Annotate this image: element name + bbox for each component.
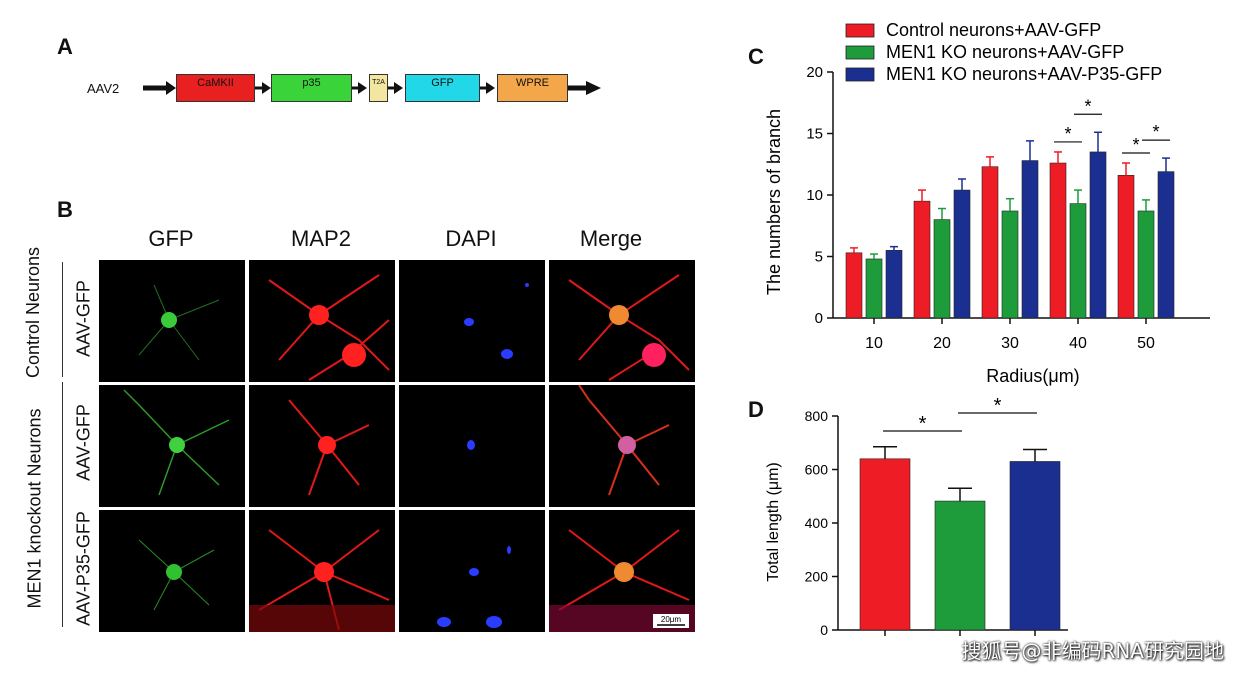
- bar: [1009, 461, 1061, 631]
- cassette-label: GFP: [431, 77, 454, 89]
- y-tick-label: 600: [805, 462, 829, 478]
- bar: [1117, 175, 1135, 319]
- row-group-divider: [62, 382, 63, 627]
- x-tick-label: 30: [1001, 335, 1019, 352]
- bar: [953, 189, 971, 319]
- bar: [1089, 151, 1107, 319]
- chart-c-xlabel: Radius(μm): [986, 366, 1079, 386]
- cassette-t2a: T2A: [369, 74, 388, 102]
- chart-d-axes: 0 200 400 600 800: [805, 408, 1068, 638]
- row-group-divider: [62, 262, 63, 377]
- x-tick-label: 20: [933, 335, 951, 352]
- row-label-ko-aav-gfp: AAV-GFP: [73, 404, 94, 481]
- bar: [913, 200, 931, 319]
- construct-arrows: [143, 81, 601, 95]
- row-group-men1-ko: MEN1 knockout Neurons: [25, 394, 46, 624]
- cassette-label: T2A: [372, 79, 385, 86]
- x-tick-label: 50: [1137, 335, 1155, 352]
- column-header-merge: Merge: [579, 226, 643, 251]
- y-tick-label: 0: [820, 622, 828, 638]
- bar: [1049, 162, 1067, 319]
- significance-marker: *: [1152, 122, 1159, 142]
- x-tick-label: 40: [1069, 335, 1087, 352]
- panel-letter-d: D: [748, 397, 764, 422]
- y-tick-label: 5: [815, 249, 823, 266]
- micrograph-control-gfp: [99, 260, 245, 382]
- bar: [981, 166, 999, 319]
- column-header-gfp: GFP: [148, 226, 194, 251]
- row-group-label: Control Neurons: [23, 246, 43, 378]
- panel-letter-c: C: [748, 44, 764, 69]
- bar: [1157, 171, 1175, 319]
- micrograph-control-dapi: [399, 260, 545, 382]
- cassette-label: p35: [302, 77, 321, 89]
- bar: [859, 458, 911, 631]
- y-tick-label: 20: [806, 64, 823, 81]
- cassette-camkii: CaMKII: [176, 74, 255, 102]
- bar: [885, 250, 903, 319]
- micrograph-ko-merge: [549, 385, 695, 507]
- y-tick-label: 200: [805, 569, 829, 585]
- bar: [845, 252, 863, 319]
- panel-letter-a: A: [57, 34, 73, 59]
- y-tick-label: 0: [815, 310, 823, 327]
- y-tick-label: 400: [805, 515, 829, 531]
- watermark: 搜狐号@非编码RNA研究园地: [961, 639, 1224, 663]
- vector-label: AAV2: [87, 81, 120, 96]
- panel-letter-b: B: [57, 197, 73, 222]
- cassette-p35: p35: [271, 74, 352, 102]
- micrograph-ko-p35-dapi: [399, 510, 545, 632]
- micrograph-ko-map2: [249, 385, 395, 507]
- scale-bar-label: 20μm: [661, 615, 682, 624]
- micrograph-control-map2: [249, 260, 395, 382]
- significance-marker: *: [1084, 96, 1091, 116]
- micrograph-ko-p35-merge: 20μm: [549, 510, 695, 632]
- legend-swatch: [845, 23, 875, 38]
- x-tick-label: 10: [865, 335, 883, 352]
- y-tick-label: 10: [806, 187, 823, 204]
- row-group-label: MEN1 knockout Neurons: [24, 408, 45, 609]
- significance-marker: *: [1132, 135, 1139, 155]
- significance-marker: *: [994, 395, 1002, 417]
- micrograph-control-merge: [549, 260, 695, 382]
- chart-d-ylabel: Total length (μm): [765, 462, 782, 581]
- micrograph-ko-p35-map2: [249, 510, 395, 632]
- legend-swatch: [845, 45, 875, 60]
- y-tick-label: 800: [805, 408, 829, 424]
- bar: [1001, 210, 1019, 319]
- bar: [1137, 210, 1155, 319]
- cassette-label: WPRE: [516, 77, 549, 89]
- column-header-dapi: DAPI: [445, 226, 497, 251]
- cassette-gfp: GFP: [405, 74, 480, 102]
- y-tick-label: 15: [806, 126, 823, 143]
- cassette-wpre: WPRE: [497, 74, 568, 102]
- micrograph-ko-p35-gfp: [99, 510, 245, 632]
- legend-entry: Control neurons+AAV-GFP: [886, 20, 1101, 40]
- significance-marker: *: [1064, 124, 1071, 144]
- bar: [934, 500, 986, 631]
- significance-marker: *: [919, 413, 927, 435]
- row-label-ko-aav-p35-gfp: AAV-P35-GFP: [73, 511, 94, 626]
- row-label-control-aav-gfp: AAV-GFP: [73, 280, 94, 357]
- legend-entry: MEN1 KO neurons+AAV-GFP: [886, 42, 1124, 62]
- chart-d-bars: **: [859, 395, 1061, 631]
- chart-c-bars: * * * *: [845, 96, 1175, 319]
- cassette-label: CaMKII: [197, 77, 234, 89]
- chart-c-ylabel: The numbers of branch: [764, 109, 784, 295]
- micrograph-ko-gfp: [99, 385, 245, 507]
- bar: [1069, 203, 1087, 319]
- bar: [1021, 160, 1039, 319]
- legend-swatch: [845, 67, 875, 82]
- bar: [865, 258, 883, 319]
- legend-entry: MEN1 KO neurons+AAV-P35-GFP: [886, 64, 1162, 84]
- micrograph-ko-dapi: [399, 385, 545, 507]
- bar: [933, 219, 951, 319]
- row-group-control: Control Neurons: [22, 246, 44, 378]
- column-header-map2: MAP2: [291, 226, 351, 251]
